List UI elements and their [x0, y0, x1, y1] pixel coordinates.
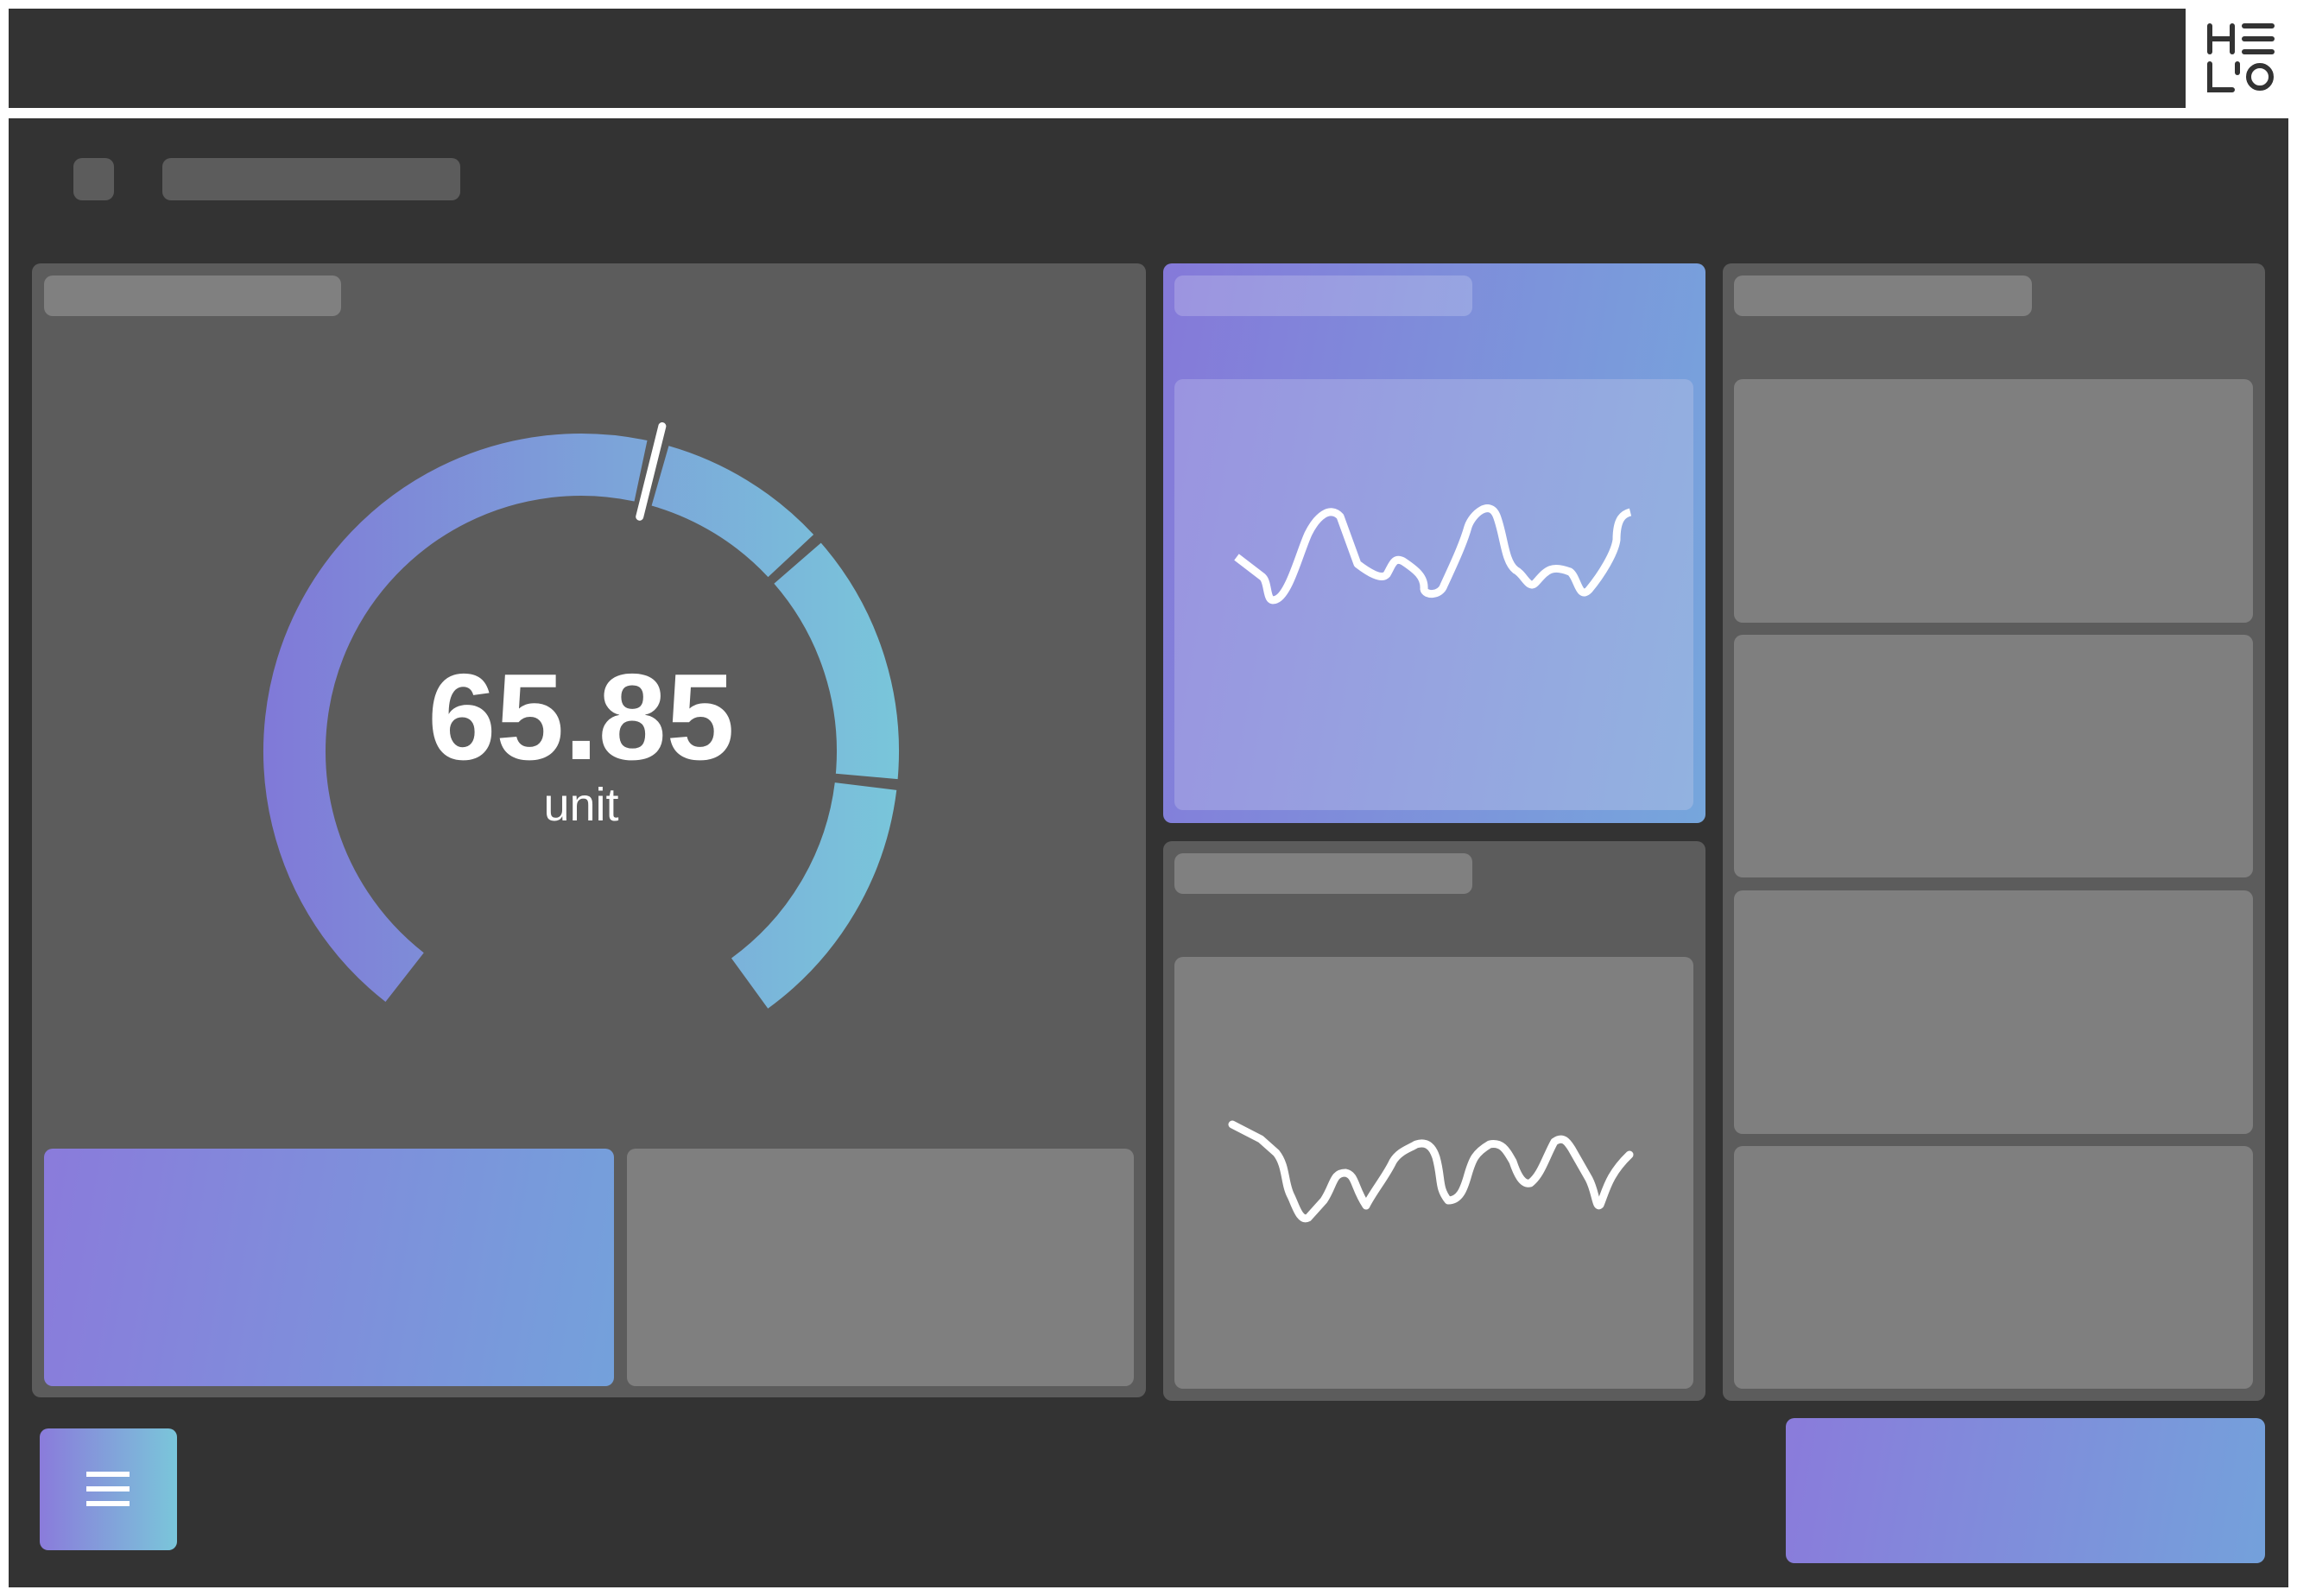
toolbar-placeholder-title	[162, 158, 460, 200]
gauge-segment	[774, 542, 899, 780]
list-item[interactable]	[1734, 1146, 2253, 1389]
top-bar	[9, 9, 2186, 108]
primary-action-button[interactable]	[1786, 1418, 2265, 1563]
list-item[interactable]	[1734, 635, 2253, 877]
sparkline-card-title-placeholder	[1174, 276, 1472, 316]
sparkline-line	[1228, 1120, 1634, 1223]
helo-logo	[2207, 23, 2275, 92]
toolbar-placeholder-small	[73, 158, 114, 200]
list-item[interactable]	[1734, 379, 2253, 623]
hamburger-icon	[86, 1472, 130, 1506]
gauge-tile-primary[interactable]	[44, 1149, 614, 1386]
gauge-segment	[731, 782, 897, 1009]
menu-button[interactable]	[40, 1428, 177, 1550]
list-card-title-placeholder	[1734, 276, 2032, 316]
sparkline-line	[1234, 504, 1632, 605]
sparkline-panel	[1174, 957, 1693, 1389]
gauge-value: 65.85	[427, 649, 735, 786]
gauge-tile-secondary[interactable]	[627, 1149, 1134, 1386]
gauge-marker	[636, 422, 667, 521]
list-item[interactable]	[1734, 890, 2253, 1134]
sparkline-card-title-placeholder	[1174, 853, 1472, 894]
gauge-card-title-placeholder	[44, 276, 341, 316]
gauge-segment	[263, 434, 648, 1002]
gauge-unit: unit	[543, 779, 619, 831]
gauge-segment	[650, 446, 814, 578]
